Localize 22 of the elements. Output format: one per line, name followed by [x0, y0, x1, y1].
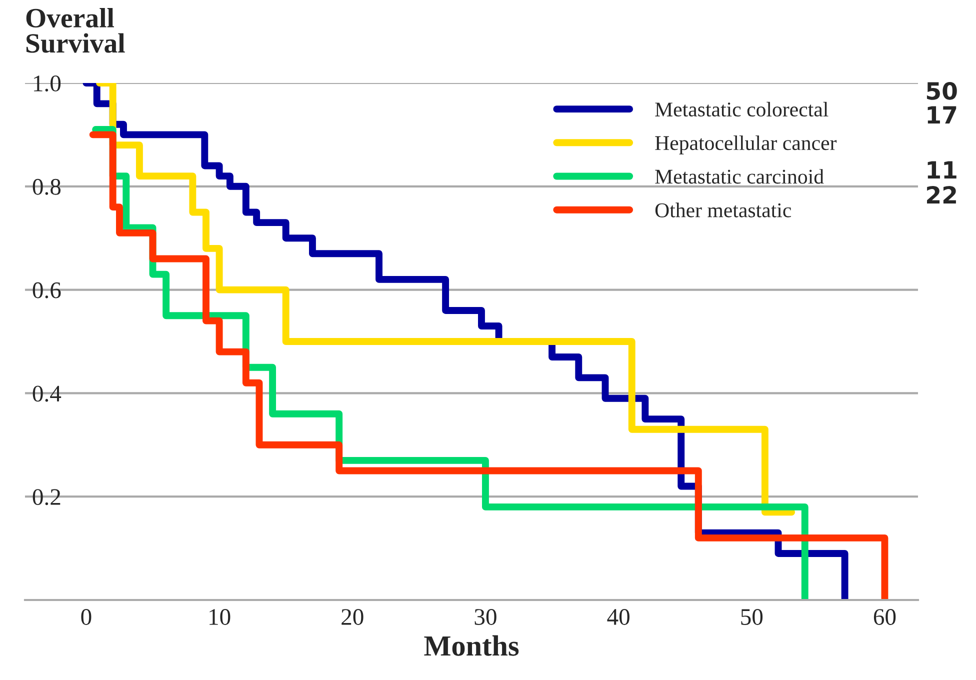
text: 22 [927, 186, 956, 204]
y-tick-label: 0.4 [32, 386, 62, 402]
y-axis-title: Overall Survival [26, 8, 125, 53]
legend-label: Metastatic colorectal [655, 102, 828, 117]
x-tick-label: 0 [81, 609, 92, 625]
legend-label: Metastatic carcinoid [655, 169, 824, 184]
y-tick-label: 0.2 [32, 489, 60, 506]
x-tick-label: 10 [210, 609, 230, 625]
x-axis-title: Months [424, 635, 519, 656]
x-tick-label: 30 [474, 609, 496, 625]
x-tick-label: 50 [741, 609, 763, 625]
legend-label: Other metastatic [655, 202, 792, 218]
text: 50 [926, 82, 957, 100]
text: 11 [928, 161, 956, 179]
x-tick-label: 40 [607, 609, 630, 625]
x-tick-label: 20 [342, 609, 364, 625]
y-tick-label: 0.6 [32, 282, 61, 298]
text: 17 [928, 106, 956, 124]
y-tick-label: 0.8 [32, 178, 61, 195]
x-tick-label: 60 [874, 609, 896, 625]
legend-label: Hepatocellular cancer [655, 135, 837, 154]
y-tick-label: 1.0 [34, 75, 61, 92]
